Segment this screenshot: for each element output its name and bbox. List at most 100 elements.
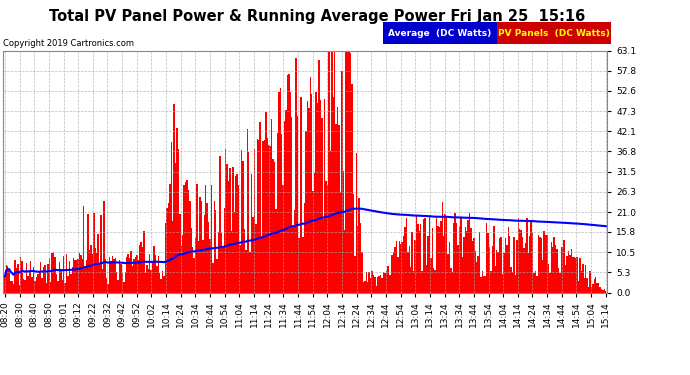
Bar <box>278 92 279 292</box>
Bar <box>27 276 28 292</box>
Bar <box>435 270 436 292</box>
Bar <box>363 282 364 292</box>
Bar <box>84 268 86 292</box>
Bar <box>313 192 314 292</box>
Bar <box>239 245 241 292</box>
Bar <box>324 99 326 292</box>
Bar <box>386 271 387 292</box>
Bar <box>397 256 399 292</box>
Bar <box>328 51 330 292</box>
Bar <box>253 217 254 292</box>
Bar <box>28 270 30 292</box>
Bar <box>169 184 170 292</box>
Bar <box>63 256 64 292</box>
Bar <box>133 259 135 292</box>
Bar <box>318 60 319 292</box>
Bar <box>326 181 327 292</box>
Bar <box>217 259 218 292</box>
Bar <box>106 278 108 292</box>
Bar <box>404 227 406 292</box>
Bar <box>212 263 213 292</box>
Bar <box>346 51 347 292</box>
Bar <box>36 276 37 292</box>
Bar <box>149 254 150 292</box>
Bar <box>466 231 467 292</box>
Bar <box>146 265 148 292</box>
Bar <box>166 208 168 292</box>
Bar <box>66 254 67 292</box>
Bar <box>20 256 21 292</box>
Bar <box>170 142 172 292</box>
Bar <box>234 212 235 292</box>
Bar <box>242 161 244 292</box>
Bar <box>125 272 126 292</box>
Bar <box>209 239 210 292</box>
Bar <box>576 258 578 292</box>
Bar <box>162 271 164 292</box>
Bar <box>568 251 569 292</box>
Bar <box>426 265 427 292</box>
Bar <box>124 282 125 292</box>
Bar <box>545 236 546 292</box>
Bar <box>531 220 532 292</box>
Bar <box>382 278 383 292</box>
Bar <box>205 185 206 292</box>
Bar <box>457 244 459 292</box>
Bar <box>224 208 225 292</box>
Bar <box>195 238 197 292</box>
Bar <box>186 180 188 292</box>
Bar <box>535 271 536 292</box>
Bar <box>59 261 60 292</box>
Bar <box>566 256 568 292</box>
Bar <box>394 247 395 292</box>
Bar <box>579 258 581 292</box>
Bar <box>595 278 596 292</box>
Bar <box>97 234 99 292</box>
Bar <box>262 141 264 292</box>
Bar <box>393 252 394 292</box>
Text: Average  (DC Watts): Average (DC Watts) <box>388 29 491 38</box>
Bar <box>586 278 588 292</box>
Bar <box>225 148 226 292</box>
Bar <box>307 101 308 292</box>
Bar <box>116 272 117 292</box>
Bar <box>593 279 595 292</box>
Bar <box>128 254 129 292</box>
Bar <box>249 252 251 292</box>
Bar <box>373 275 374 292</box>
Bar <box>88 214 89 292</box>
Bar <box>430 258 431 292</box>
Bar <box>456 223 457 292</box>
Bar <box>259 122 261 292</box>
Bar <box>321 118 322 292</box>
Bar <box>403 236 404 292</box>
Bar <box>440 220 442 292</box>
Bar <box>181 246 182 292</box>
Bar <box>142 247 144 292</box>
Bar <box>126 256 128 292</box>
Bar <box>334 51 335 292</box>
Bar <box>374 278 375 292</box>
Bar <box>450 268 451 292</box>
Bar <box>529 236 531 292</box>
Bar <box>92 254 93 292</box>
Bar <box>338 125 339 292</box>
Bar <box>453 223 455 292</box>
Bar <box>206 203 208 292</box>
Bar <box>168 203 169 292</box>
Bar <box>420 224 422 292</box>
Bar <box>135 257 136 292</box>
Bar <box>348 51 350 292</box>
Bar <box>495 266 496 292</box>
Bar <box>221 233 222 292</box>
Bar <box>581 271 582 292</box>
Bar <box>19 285 20 292</box>
Bar <box>343 171 344 292</box>
Bar <box>136 255 137 292</box>
Bar <box>64 283 66 292</box>
Bar <box>502 274 503 292</box>
Bar <box>476 262 477 292</box>
Bar <box>271 118 273 292</box>
Bar <box>354 256 355 292</box>
Bar <box>513 237 515 292</box>
